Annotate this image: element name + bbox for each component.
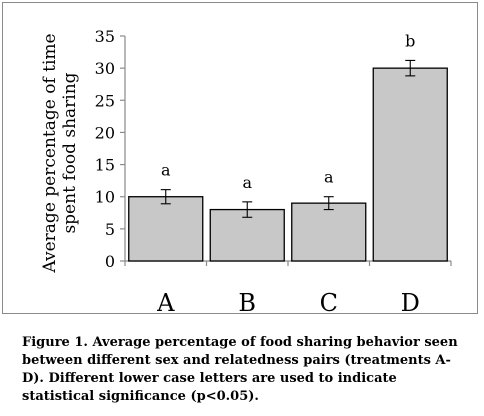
y-axis-label-line1: Average percentage of time [40, 33, 60, 273]
bar-chart: Average percentage of time spent food sh… [40, 27, 452, 317]
figure-caption: Figure 1. Average percentage of food sha… [22, 334, 472, 406]
significance-letter: b [405, 31, 415, 50]
significance-letter: a [242, 173, 252, 192]
y-tick-label: 10 [95, 188, 115, 207]
bar [372, 67, 448, 262]
x-category-label: D [401, 289, 420, 315]
bar [128, 196, 204, 262]
y-axis-title: Average percentage of time spent food sh… [40, 33, 80, 273]
bar [291, 202, 367, 262]
y-axis-label-line2: spent food sharing [60, 72, 80, 233]
y-tick-label: 5 [105, 220, 115, 239]
y-tick-label: 35 [95, 27, 115, 46]
caption-label: Figure 1. [22, 335, 88, 350]
x-category-label: A [156, 289, 175, 315]
x-category-label: B [238, 289, 256, 315]
significance-letter: a [324, 168, 334, 187]
caption-text: Average percentage of food sharing behav… [22, 335, 458, 404]
significance-letter: a [161, 161, 171, 180]
chart-frame: Average percentage of time spent food sh… [2, 2, 478, 317]
x-category-label: C [320, 289, 338, 315]
plot-area: 0 5 10 15 20 25 30 35 a Aa Ba Cb D [95, 27, 452, 317]
y-tick-label: 0 [105, 252, 115, 271]
y-tick-label: 25 [95, 91, 115, 110]
y-tick-label: 20 [95, 123, 115, 142]
y-tick-label: 15 [95, 156, 115, 175]
y-tick-label: 30 [95, 59, 115, 78]
